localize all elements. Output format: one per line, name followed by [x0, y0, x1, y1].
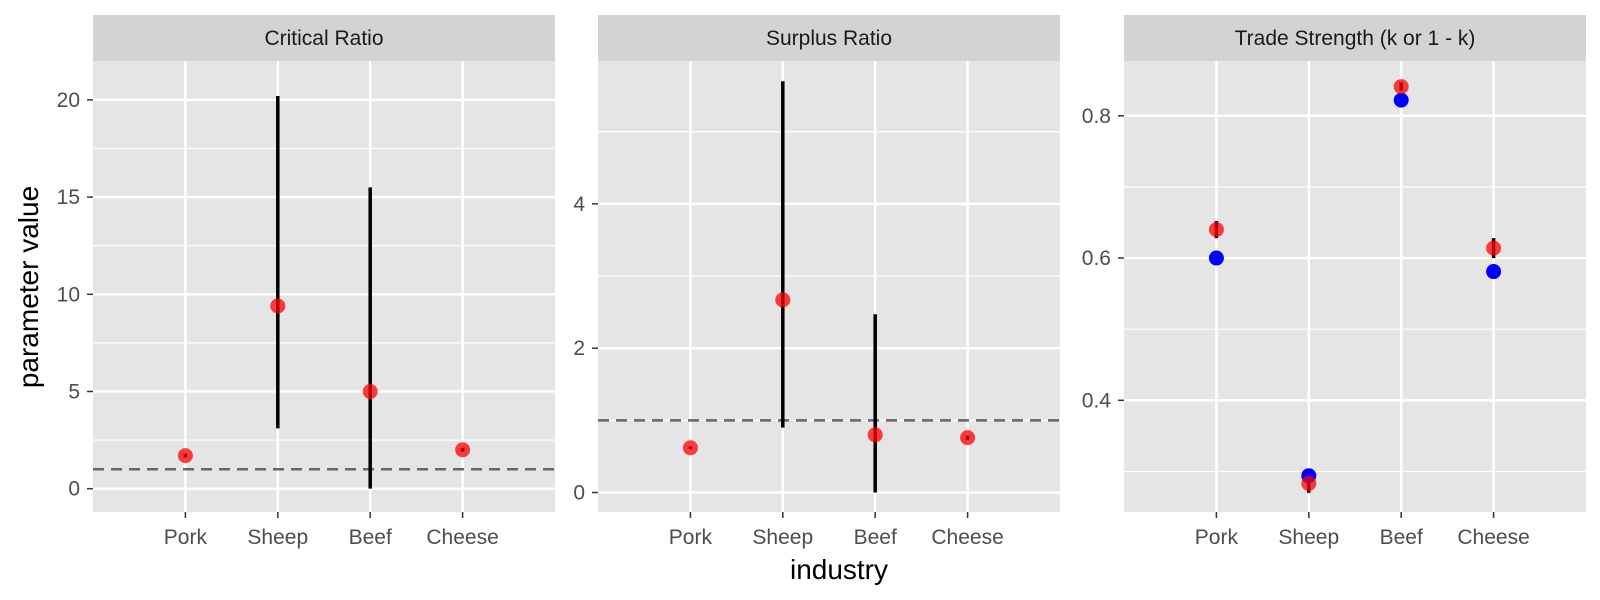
data-point — [1486, 240, 1502, 256]
y-tick-label: 0.6 — [1082, 247, 1111, 270]
panel-background — [93, 61, 555, 512]
x-tick-label: Cheese — [426, 526, 498, 549]
facet-strip — [598, 15, 1060, 61]
y-tick-label: 10 — [57, 283, 80, 306]
facet-strip — [1124, 15, 1586, 61]
data-point — [1208, 222, 1224, 238]
x-tick-label: Sheep — [752, 526, 813, 549]
data-point — [177, 448, 193, 464]
y-axis-title: parameter value — [13, 186, 44, 388]
y-tick-label: 0 — [573, 482, 585, 505]
data-point — [1208, 250, 1224, 266]
x-tick-label: Sheep — [1278, 526, 1339, 549]
y-tick-label: 5 — [68, 380, 80, 403]
panel-background — [598, 61, 1060, 512]
facet-strip — [93, 15, 555, 61]
x-tick-label: Sheep — [247, 526, 308, 549]
y-tick-label: 0 — [68, 478, 80, 501]
facet-title: Critical Ratio — [264, 27, 383, 50]
facet-title: Trade Strength (k or 1 - k) — [1235, 27, 1476, 50]
y-tick-label: 15 — [57, 186, 80, 209]
y-tick-label: 0.8 — [1082, 105, 1111, 128]
x-tick-label: Pork — [669, 526, 713, 549]
panel-2: 0 2 4 Pork Sheep Beef Cheese Surplus Ratio — [573, 15, 1060, 549]
x-tick-label: Cheese — [1457, 526, 1529, 549]
panel-background — [1124, 61, 1586, 512]
data-point — [775, 292, 791, 308]
x-axis-title: industry — [790, 554, 888, 585]
data-point — [1393, 92, 1409, 108]
x-tick-label: Pork — [164, 526, 208, 549]
data-point — [1486, 264, 1502, 280]
panel-1: 0 5 10 15 20 Pork Sheep Beef Cheese Critical Rati… — [57, 15, 555, 549]
data-point — [960, 430, 976, 446]
y-tick-label: 20 — [57, 89, 80, 112]
panel-3: 0.4 0.6 0.8 Pork Sheep Beef Cheese Trade Streng… — [1082, 15, 1586, 549]
x-tick-label: Beef — [854, 526, 897, 549]
x-tick-label: Beef — [1380, 526, 1423, 549]
data-point — [1301, 476, 1317, 492]
data-point — [867, 427, 883, 443]
data-point — [1393, 79, 1409, 95]
data-point — [682, 440, 698, 456]
y-tick-label: 2 — [573, 337, 585, 360]
data-point — [270, 298, 286, 314]
x-tick-label: Cheese — [931, 526, 1003, 549]
facet-title: Surplus Ratio — [766, 27, 892, 50]
data-point — [362, 383, 378, 399]
x-tick-label: Pork — [1195, 526, 1239, 549]
data-point — [455, 442, 471, 458]
y-tick-label: 4 — [573, 193, 585, 216]
x-tick-label: Beef — [349, 526, 392, 549]
y-tick-label: 0.4 — [1082, 389, 1112, 412]
